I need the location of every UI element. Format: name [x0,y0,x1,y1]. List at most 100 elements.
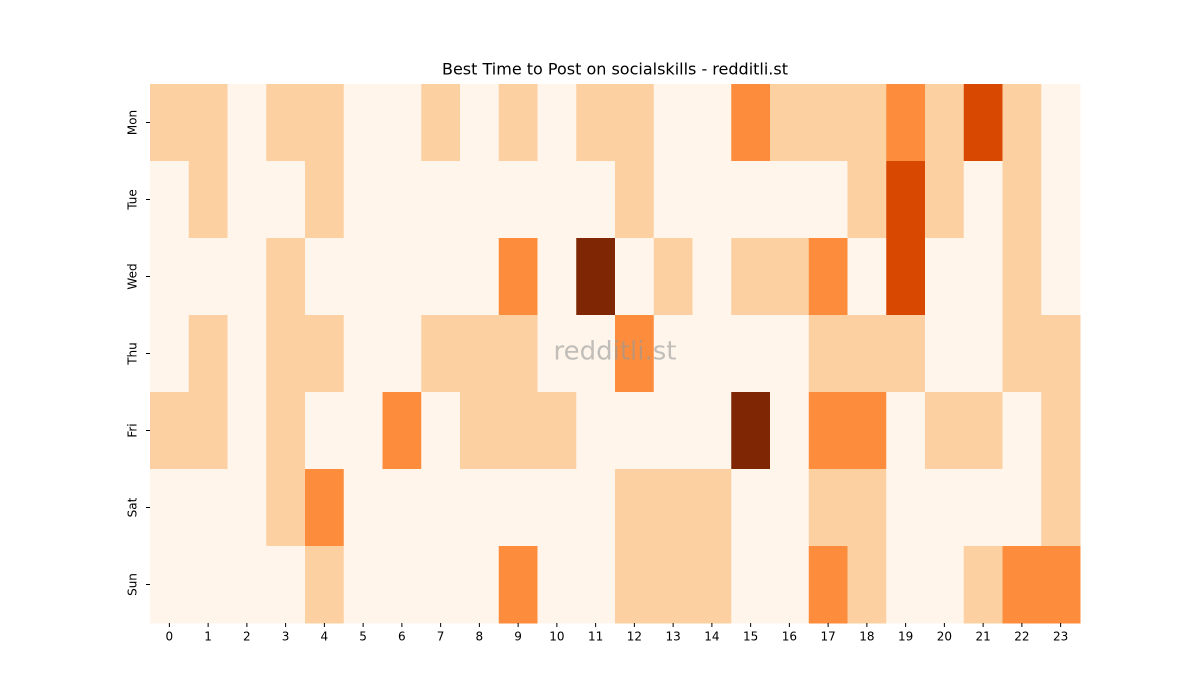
heatmap-cell [615,84,655,162]
heatmap-cell [227,238,267,316]
heatmap-cell [382,546,422,624]
heatmap-cell [537,238,577,316]
x-tick-label: 15 [743,630,758,644]
x-tick-label: 5 [359,630,367,644]
heatmap-cell [692,315,732,393]
heatmap-cell [770,238,810,316]
heatmap-cell [227,161,267,239]
heatmap-cell [227,392,267,470]
heatmap-cell [343,315,383,393]
heatmap-cell [498,392,538,470]
heatmap-cell [1041,392,1081,470]
heatmap-cell [770,161,810,239]
heatmap-cell [1041,469,1081,547]
x-tick-label: 23 [1053,630,1068,644]
heatmap-cell [847,469,887,547]
x-tick-label: 16 [782,630,797,644]
heatmap-cell [537,84,577,162]
heatmap-cell [808,546,848,624]
x-tick-label: 19 [898,630,913,644]
heatmap-cell [963,238,1003,316]
heatmap-cell [498,469,538,547]
heatmap-cell [460,392,500,470]
heatmap-cell [1002,238,1042,316]
heatmap-cell [1041,546,1081,624]
heatmap-cell [150,546,190,624]
heatmap-cell [653,546,693,624]
heatmap-cell [421,161,461,239]
heatmap-cell [1041,238,1081,316]
heatmap-cell [305,546,345,624]
heatmap-cell [266,84,306,162]
heatmap-cell [770,392,810,470]
heatmap-cell [382,84,422,162]
heatmap-cell [266,392,306,470]
heatmap-cell [537,315,577,393]
x-tick-label: 22 [1014,630,1029,644]
y-tick-label: Thu [126,342,140,366]
y-tick-label: Sat [126,497,140,517]
x-tick-label: 1 [204,630,212,644]
heatmap-cell [1041,161,1081,239]
heatmap-cell [460,546,500,624]
heatmap-cell [382,238,422,316]
heatmap-cell [150,238,190,316]
heatmap-cell [150,161,190,239]
watermark: redditli.st [554,337,677,367]
heatmap-cell [305,84,345,162]
y-tick-label: Wed [126,263,140,289]
heatmap-cell [692,546,732,624]
heatmap-cell [576,469,616,547]
heatmap-cell [576,392,616,470]
heatmap-cell [266,315,306,393]
heatmap-cell [498,161,538,239]
heatmap-cell [808,315,848,393]
heatmap-cell [731,238,771,316]
y-tick-label: Tue [126,189,140,211]
heatmap-cell [1002,546,1042,624]
x-tick-label: 21 [975,630,990,644]
x-tick-label: 17 [820,630,835,644]
heatmap-cell [847,238,887,316]
heatmap-cell [305,161,345,239]
heatmap-cell [460,84,500,162]
heatmap-cell [1002,392,1042,470]
heatmap-cell [188,161,228,239]
heatmap-cell [421,84,461,162]
heatmap-cell [731,161,771,239]
heatmap-cell [808,161,848,239]
heatmap-cell [1002,315,1042,393]
heatmap-cell [1002,469,1042,547]
x-tick-label: 0 [166,630,174,644]
heatmap-cell [963,161,1003,239]
heatmap-cell [305,392,345,470]
heatmap-cell [421,392,461,470]
heatmap-cell [925,315,965,393]
heatmap-cell [615,161,655,239]
heatmap-cell [343,392,383,470]
heatmap-cell [576,161,616,239]
heatmap-cell [227,315,267,393]
x-tick-label: 4 [321,630,329,644]
heatmap-cell [770,84,810,162]
heatmap-cell [770,469,810,547]
heatmap-cell [421,238,461,316]
heatmap-cell [343,161,383,239]
heatmap-cell [150,392,190,470]
heatmap-cell [498,546,538,624]
heatmap-cell [808,469,848,547]
x-tick-label: 2 [243,630,251,644]
heatmap-cell [653,84,693,162]
heatmap-cell [615,392,655,470]
heatmap-cell [847,546,887,624]
heatmap-cell [925,161,965,239]
heatmap-cell [421,546,461,624]
heatmap-cell [576,84,616,162]
heatmap-cell [343,546,383,624]
heatmap-cell [886,392,926,470]
heatmap-cell [498,315,538,393]
heatmap-cell [498,84,538,162]
x-tick-label: 14 [704,630,719,644]
heatmap-cell [886,546,926,624]
heatmap-cell [537,161,577,239]
